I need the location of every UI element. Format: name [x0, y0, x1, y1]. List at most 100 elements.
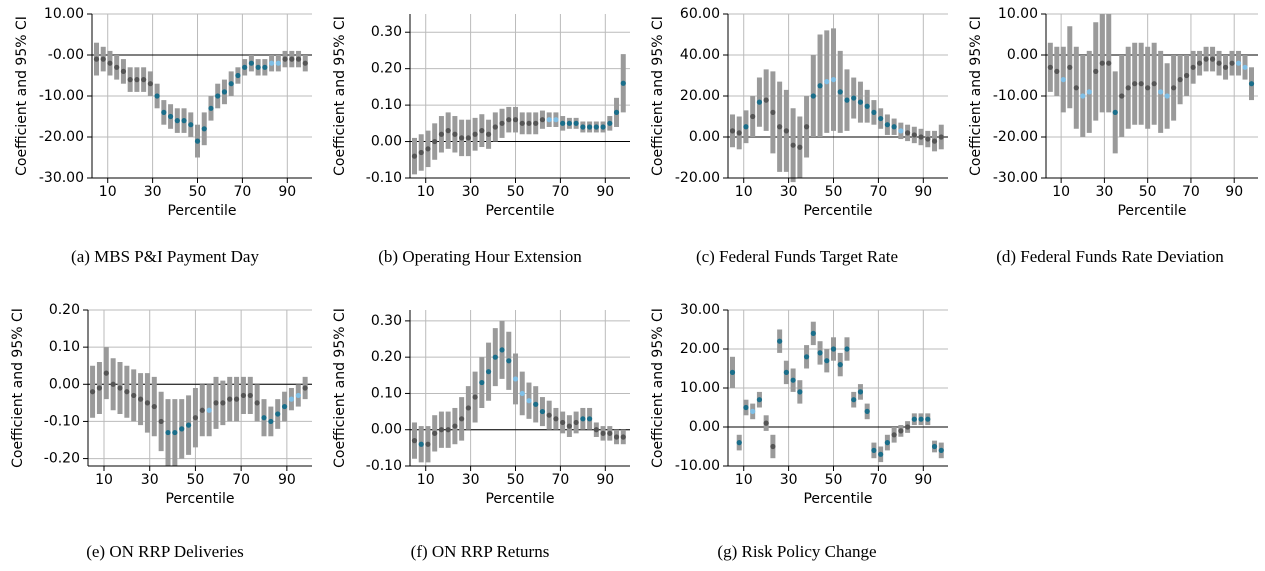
y-tick-label: -20.00 — [993, 129, 1038, 145]
y-tick-label: 0.00 — [49, 376, 80, 392]
y-tick-label: 40.00 — [680, 47, 720, 63]
y-axis-label: Coefficient and 95% CI — [332, 16, 348, 176]
y-tick-label: 10.00 — [44, 6, 84, 22]
point — [891, 124, 897, 130]
x-axis-label: Percentile — [803, 491, 872, 507]
x-tick-label: 30 — [780, 184, 798, 200]
point — [506, 358, 512, 364]
y-tick-label: 0.00 — [689, 419, 720, 435]
point — [459, 135, 465, 141]
x-tick-label: 10 — [735, 472, 753, 488]
point — [810, 93, 816, 99]
point — [281, 403, 288, 410]
point — [931, 138, 938, 144]
point — [465, 405, 471, 411]
point — [459, 416, 465, 422]
point — [607, 120, 613, 126]
point — [418, 149, 424, 156]
point — [154, 93, 160, 99]
point — [1171, 85, 1177, 91]
point — [499, 347, 505, 353]
y-axis-label: Coefficient and 95% CI — [650, 308, 666, 468]
y-axis-label: Coefficient and 95% CI — [10, 308, 26, 468]
point — [783, 369, 789, 375]
point — [147, 81, 153, 87]
point — [208, 105, 214, 111]
x-tick-label: 30 — [144, 184, 162, 200]
x-axis-label: Percentile — [803, 203, 872, 219]
point — [533, 120, 539, 126]
y-tick-label: 0.20 — [371, 349, 402, 365]
point — [1112, 109, 1118, 115]
point — [151, 403, 157, 410]
point — [89, 389, 96, 395]
point — [1132, 81, 1138, 87]
point — [620, 80, 626, 86]
y-tick-label: -0.20 — [44, 451, 80, 467]
point — [824, 79, 830, 85]
point — [553, 117, 559, 123]
point — [777, 338, 783, 344]
point — [817, 350, 823, 356]
caption: (b) Operating Hour Extension — [378, 247, 582, 266]
y-tick-label: 0.20 — [49, 302, 80, 318]
point — [213, 400, 219, 406]
point — [864, 103, 870, 109]
point — [282, 56, 288, 62]
point — [1190, 64, 1196, 70]
point — [904, 130, 911, 136]
x-axis-label: Percentile — [485, 203, 554, 219]
point — [110, 381, 116, 387]
panel: -0.10 0.00 0.10 0.20 0.30 10 30 50 70 90 Percentil… — [332, 14, 630, 266]
point — [871, 447, 877, 453]
point — [580, 124, 586, 130]
point — [756, 99, 763, 105]
point — [172, 429, 178, 436]
x-axis-label: Percentile — [165, 491, 234, 507]
point — [526, 398, 532, 404]
point — [235, 72, 241, 79]
point — [1086, 89, 1092, 95]
x-tick-label: 50 — [507, 184, 525, 200]
point — [1177, 77, 1183, 83]
point — [506, 117, 512, 123]
point — [560, 419, 566, 426]
point — [871, 109, 877, 115]
point — [127, 77, 133, 83]
point — [472, 394, 478, 400]
point — [844, 97, 850, 103]
panel: -30.00 -20.00 -10.00 -0.00 10.00 10 30 50 70 90 Pe… — [14, 6, 312, 266]
point — [302, 385, 308, 391]
point — [857, 389, 864, 395]
point — [215, 93, 221, 99]
point — [743, 124, 749, 130]
point — [492, 124, 498, 130]
point — [268, 60, 275, 66]
point — [884, 122, 890, 128]
point — [593, 124, 599, 130]
point — [763, 420, 769, 426]
point — [938, 134, 944, 140]
point — [526, 120, 532, 126]
x-tick-label: 50 — [187, 472, 205, 488]
x-axis-label: Percentile — [485, 491, 554, 507]
caption: (d) Federal Funds Rate Deviation — [996, 247, 1224, 266]
y-tick-label: 20.00 — [680, 341, 720, 357]
point — [492, 354, 498, 360]
y-axis-label: Coefficient and 95% CI — [14, 16, 30, 176]
y-tick-label: 60.00 — [680, 6, 720, 22]
y-tick-label: 10.00 — [998, 6, 1038, 22]
y-tick-label: -30.00 — [39, 170, 84, 186]
y-axis-label: Coefficient and 95% CI — [650, 16, 666, 176]
point — [1216, 60, 1222, 66]
point — [613, 109, 620, 115]
point — [1184, 72, 1190, 79]
y-tick-label: -10.00 — [675, 458, 720, 474]
y-tick-label: 0.30 — [371, 24, 402, 40]
point — [1248, 81, 1255, 87]
x-tick-label: 30 — [1095, 184, 1113, 200]
x-tick-label: 50 — [189, 184, 207, 200]
y-tick-label: -0.00 — [48, 47, 84, 63]
point — [221, 89, 228, 95]
point — [864, 408, 870, 414]
